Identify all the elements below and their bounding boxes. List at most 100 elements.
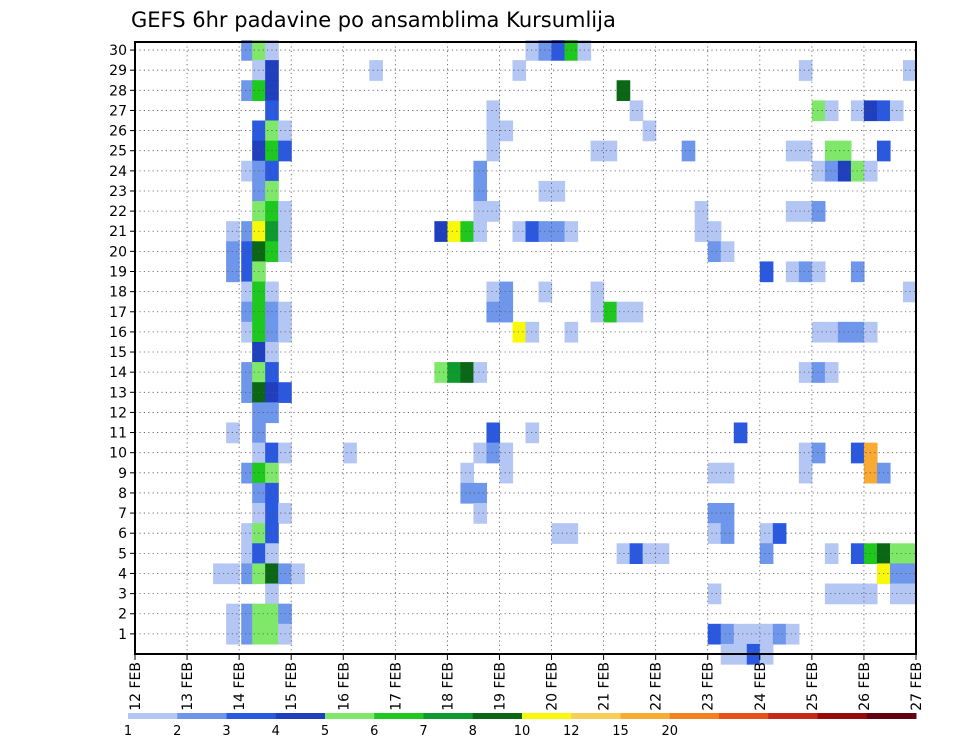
heatmap-cell bbox=[460, 362, 475, 383]
x-tick-label: 24 FEB bbox=[753, 662, 769, 711]
y-tick-label: 18 bbox=[109, 285, 127, 301]
heatmap-cell bbox=[343, 442, 357, 464]
heatmap-cell bbox=[772, 623, 787, 645]
colorbar-swatch bbox=[275, 713, 326, 719]
heatmap-cell bbox=[811, 321, 826, 343]
heatmap-cell bbox=[629, 100, 644, 122]
heatmap-cell bbox=[512, 321, 527, 343]
heatmap-cell bbox=[499, 442, 514, 464]
x-tick-label: 14 FEB bbox=[232, 662, 248, 711]
heatmap-cell bbox=[241, 321, 255, 343]
colorbar-swatch bbox=[817, 713, 868, 719]
y-tick-label: 22 bbox=[109, 204, 127, 220]
heatmap-cell bbox=[681, 140, 696, 162]
heatmap-cell bbox=[460, 482, 475, 504]
heatmap-cell bbox=[473, 362, 488, 383]
heatmap-cell bbox=[733, 422, 748, 444]
heatmap-cell bbox=[629, 301, 644, 323]
heatmap-cell bbox=[811, 442, 826, 464]
heatmap-cell bbox=[642, 543, 657, 565]
colorbar-swatch bbox=[177, 713, 227, 719]
heatmap-cell bbox=[824, 583, 839, 605]
y-tick-label: 20 bbox=[109, 244, 127, 260]
heatmap-cell bbox=[369, 60, 383, 81]
colorbar-swatch bbox=[325, 713, 375, 719]
y-tick-label: 7 bbox=[118, 506, 127, 522]
y-tick-label: 9 bbox=[118, 466, 127, 482]
heatmap-cell bbox=[473, 482, 488, 504]
heatmap-cell bbox=[473, 160, 488, 182]
heatmap-cell bbox=[241, 382, 255, 403]
heatmap-cell bbox=[473, 221, 488, 242]
heatmap-cell bbox=[759, 261, 774, 283]
y-tick-label: 27 bbox=[109, 103, 127, 119]
x-tick-label: 17 FEB bbox=[388, 662, 404, 711]
heatmap-cell bbox=[473, 201, 488, 222]
y-tick-label: 2 bbox=[118, 607, 127, 623]
heatmap-cell bbox=[525, 321, 540, 343]
heatmap-cell bbox=[798, 140, 813, 162]
heatmap-cell bbox=[694, 201, 709, 222]
y-tick-label: 30 bbox=[109, 43, 127, 59]
colorbar-swatch bbox=[866, 713, 917, 719]
colorbar-label: 20 bbox=[661, 724, 678, 739]
heatmap-cell bbox=[460, 462, 475, 484]
heatmap-cell bbox=[824, 543, 839, 565]
heatmap-cell bbox=[824, 160, 839, 182]
colorbar-label: 15 bbox=[612, 724, 629, 739]
colorbar-swatch bbox=[472, 713, 523, 719]
y-tick-label: 13 bbox=[109, 385, 127, 401]
heatmap-cell bbox=[486, 140, 501, 162]
heatmap-cell bbox=[525, 422, 540, 444]
y-tick-label: 29 bbox=[109, 63, 127, 79]
heatmap-cell bbox=[241, 221, 255, 242]
y-tick-label: 14 bbox=[109, 365, 127, 381]
x-tick-label: 26 FEB bbox=[857, 662, 873, 711]
heatmap-cell bbox=[642, 120, 657, 142]
y-tick-label: 19 bbox=[109, 265, 127, 281]
colorbar-label: 7 bbox=[419, 724, 427, 739]
heatmap-cell bbox=[655, 543, 670, 565]
heatmap-cell bbox=[241, 39, 255, 61]
heatmap-cell bbox=[720, 241, 735, 263]
x-tick-label: 22 FEB bbox=[649, 662, 665, 711]
colorbar-label: 5 bbox=[321, 724, 329, 739]
x-tick-label: 23 FEB bbox=[701, 662, 717, 711]
heatmap-cell bbox=[241, 80, 255, 101]
heatmap-cell bbox=[499, 462, 514, 484]
y-tick-label: 4 bbox=[118, 566, 127, 582]
heatmap-cell bbox=[720, 523, 735, 544]
heatmap-cell bbox=[512, 60, 527, 81]
heatmap-cell bbox=[486, 100, 501, 122]
x-tick-label: 12 FEB bbox=[128, 662, 144, 711]
heatmap-cell bbox=[707, 462, 722, 484]
heatmap-cell bbox=[486, 120, 501, 142]
colorbar-label: 10 bbox=[514, 724, 531, 739]
heatmap-cell bbox=[811, 160, 826, 182]
y-tick-label: 1 bbox=[118, 627, 127, 643]
heatmap-cell bbox=[499, 301, 514, 323]
heatmap-cell bbox=[473, 503, 488, 524]
heatmap-cell bbox=[785, 140, 800, 162]
y-tick-label: 16 bbox=[109, 325, 127, 341]
heatmap-cell bbox=[447, 221, 462, 242]
heatmap-cell bbox=[486, 201, 501, 222]
y-tick-label: 28 bbox=[109, 83, 127, 99]
heatmap-cell bbox=[241, 603, 255, 625]
colorbar-swatch bbox=[522, 713, 572, 719]
y-tick-label: 8 bbox=[118, 486, 127, 502]
heatmap-cell bbox=[241, 462, 255, 484]
heatmap-cell bbox=[798, 201, 813, 222]
colorbar-swatch bbox=[571, 713, 621, 719]
heatmap-cell bbox=[798, 60, 813, 81]
colorbar-label: 12 bbox=[563, 724, 580, 739]
colorbar-swatch bbox=[620, 713, 671, 719]
colorbar-label: 8 bbox=[469, 724, 477, 739]
colorbar-label: 6 bbox=[370, 724, 378, 739]
heatmap-cell bbox=[785, 623, 800, 645]
x-tick-label: 21 FEB bbox=[597, 662, 613, 711]
heatmap-cell bbox=[629, 543, 644, 565]
heatmap-cell bbox=[824, 321, 839, 343]
